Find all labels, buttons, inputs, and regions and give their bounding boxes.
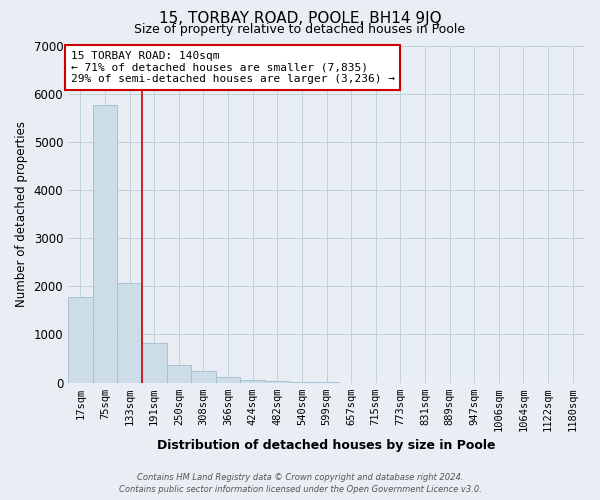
Bar [68, 297, 92, 382]
Text: 15, TORBAY ROAD, POOLE, BH14 9JQ: 15, TORBAY ROAD, POOLE, BH14 9JQ [158, 11, 442, 26]
Text: Size of property relative to detached houses in Poole: Size of property relative to detached ho… [134, 22, 466, 36]
Y-axis label: Number of detached properties: Number of detached properties [15, 122, 28, 308]
Bar [241, 380, 265, 382]
Text: Contains HM Land Registry data © Crown copyright and database right 2024.
Contai: Contains HM Land Registry data © Crown c… [119, 472, 481, 494]
Bar [142, 343, 167, 382]
Bar [167, 365, 191, 382]
Text: 15 TORBAY ROAD: 140sqm
← 71% of detached houses are smaller (7,835)
29% of semi-: 15 TORBAY ROAD: 140sqm ← 71% of detached… [71, 51, 395, 84]
Bar [191, 372, 216, 382]
Bar [92, 104, 117, 382]
Bar [117, 282, 142, 382]
X-axis label: Distribution of detached houses by size in Poole: Distribution of detached houses by size … [157, 440, 496, 452]
Bar [265, 381, 290, 382]
Bar [216, 378, 241, 382]
